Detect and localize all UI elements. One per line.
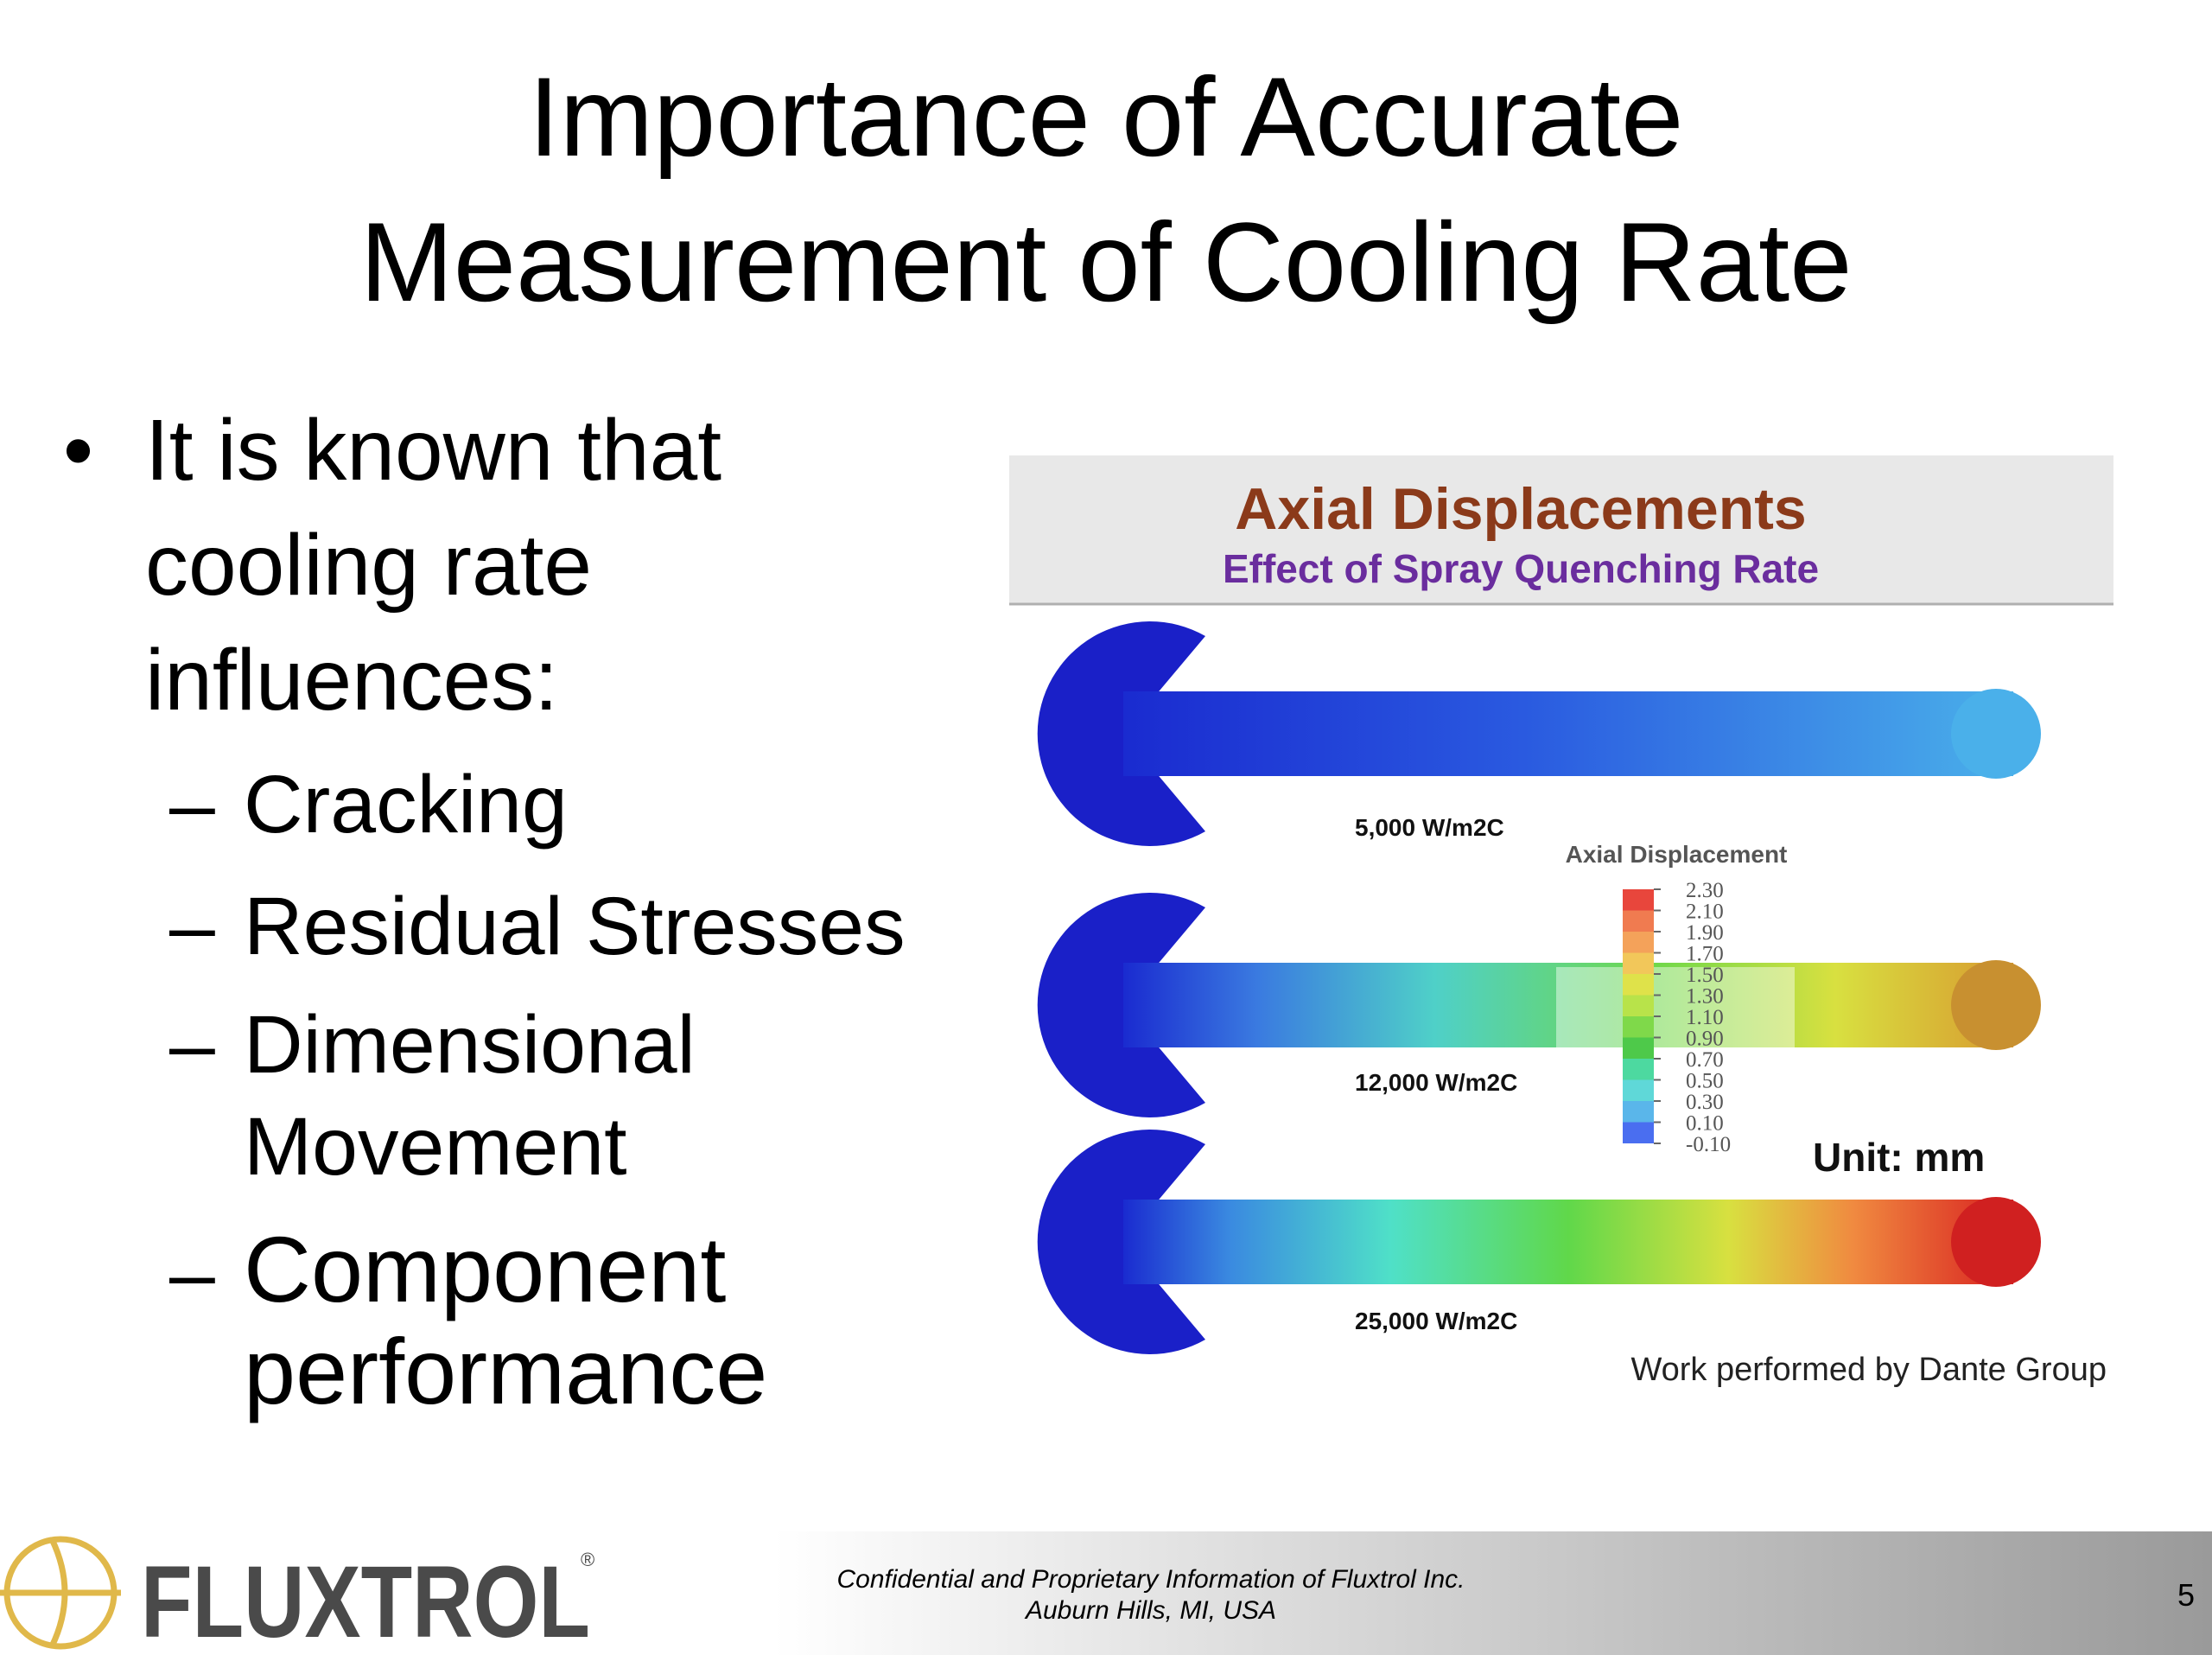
legend-swatch: [1623, 910, 1654, 932]
page-number: 5: [2177, 1577, 2195, 1613]
sub-dash: –: [169, 1228, 215, 1320]
legend-swatch: [1623, 889, 1654, 911]
sub-dash: –: [169, 881, 215, 972]
rod-body: [1123, 963, 2013, 1047]
rod-label: 25,000 W/m2C: [1355, 1308, 1517, 1334]
legend-swatch: [1623, 1016, 1654, 1038]
rod-end: [1951, 689, 2041, 779]
logo-text: FLUXTROL: [141, 1545, 590, 1655]
rod: 12,000 W/m2C: [1037, 893, 2041, 1117]
bullet-line: cooling rate: [145, 517, 592, 614]
legend-swatch: [1623, 1122, 1654, 1143]
rod-fan: [1037, 1130, 1205, 1354]
legend-label: 1.50: [1686, 964, 1724, 987]
title-line: Measurement of Cooling Rate: [359, 199, 1852, 325]
sub-item-line: Dimensional: [244, 999, 696, 1091]
logo-icon: [0, 1536, 121, 1650]
legend-label: 1.90: [1686, 921, 1724, 945]
rod-end: [1951, 1197, 2041, 1287]
legend-label: -0.10: [1686, 1133, 1731, 1156]
sub-item-line: Movement: [244, 1101, 627, 1193]
sub-item-line: Component: [244, 1217, 726, 1321]
legend-title: Axial Displacement: [1566, 841, 1788, 868]
figure-header: [1009, 455, 2113, 604]
legend-swatch: [1623, 995, 1654, 1016]
legend-swatch: [1623, 1079, 1654, 1101]
legend-backdrop: [1556, 967, 1795, 1052]
rod-label: 5,000 W/m2C: [1355, 814, 1504, 841]
legend-label: 0.70: [1686, 1048, 1724, 1072]
sub-item-line: performance: [244, 1319, 767, 1423]
legend-label: 1.70: [1686, 943, 1724, 966]
rod-label: 12,000 W/m2C: [1355, 1069, 1517, 1096]
figure-title: Axial Displacements: [1235, 476, 1806, 542]
rod-fan: [1037, 621, 1205, 846]
legend-swatch: [1623, 1037, 1654, 1059]
rod: 5,000 W/m2C: [1037, 621, 2041, 846]
title-line: Importance of Accurate: [529, 54, 1684, 180]
rod: 25,000 W/m2C: [1037, 1130, 2041, 1354]
legend-swatch: [1623, 1059, 1654, 1080]
figure-subtitle: Effect of Spray Quenching Rate: [1223, 546, 1819, 591]
bullet-symbol: •: [63, 402, 93, 499]
sub-dash: –: [169, 999, 215, 1091]
legend-label: 1.10: [1686, 1006, 1724, 1029]
rod-fan: [1037, 893, 1205, 1117]
legend-label: 2.10: [1686, 901, 1724, 924]
figure: Axial Displacements Effect of Spray Quen…: [1009, 455, 2113, 1388]
bullet-line: influences:: [145, 632, 558, 729]
footer-line: Auburn Hills, MI, USA: [1024, 1596, 1276, 1625]
footer-line: Confidential and Proprietary Information…: [836, 1565, 1465, 1594]
rod-body: [1123, 1200, 2013, 1284]
legend-swatch: [1623, 952, 1654, 974]
legend-swatch: [1623, 974, 1654, 996]
legend-swatch: [1623, 1101, 1654, 1123]
rod-end: [1951, 960, 2041, 1050]
legend-label: 0.90: [1686, 1028, 1724, 1051]
footer-band: [0, 1531, 2212, 1655]
unit-label: Unit: mm: [1813, 1135, 1985, 1180]
legend-label: 2.30: [1686, 879, 1724, 902]
legend-label: 1.30: [1686, 985, 1724, 1009]
rod-body: [1123, 691, 2013, 776]
legend-label: 0.50: [1686, 1070, 1724, 1093]
legend-label: 0.10: [1686, 1112, 1724, 1136]
credit: Work performed by Dante Group: [1630, 1352, 2107, 1388]
sub-item-line: Residual Stresses: [244, 881, 906, 972]
legend-swatch: [1623, 932, 1654, 953]
logo-mark: ®: [581, 1549, 594, 1570]
sub-dash: –: [169, 759, 215, 850]
bullet-list: • It is known that cooling rate influences…: [63, 402, 906, 1423]
legend-label: 0.30: [1686, 1091, 1724, 1114]
sub-item-line: Cracking: [244, 759, 568, 850]
bullet-line: It is known that: [145, 402, 721, 499]
